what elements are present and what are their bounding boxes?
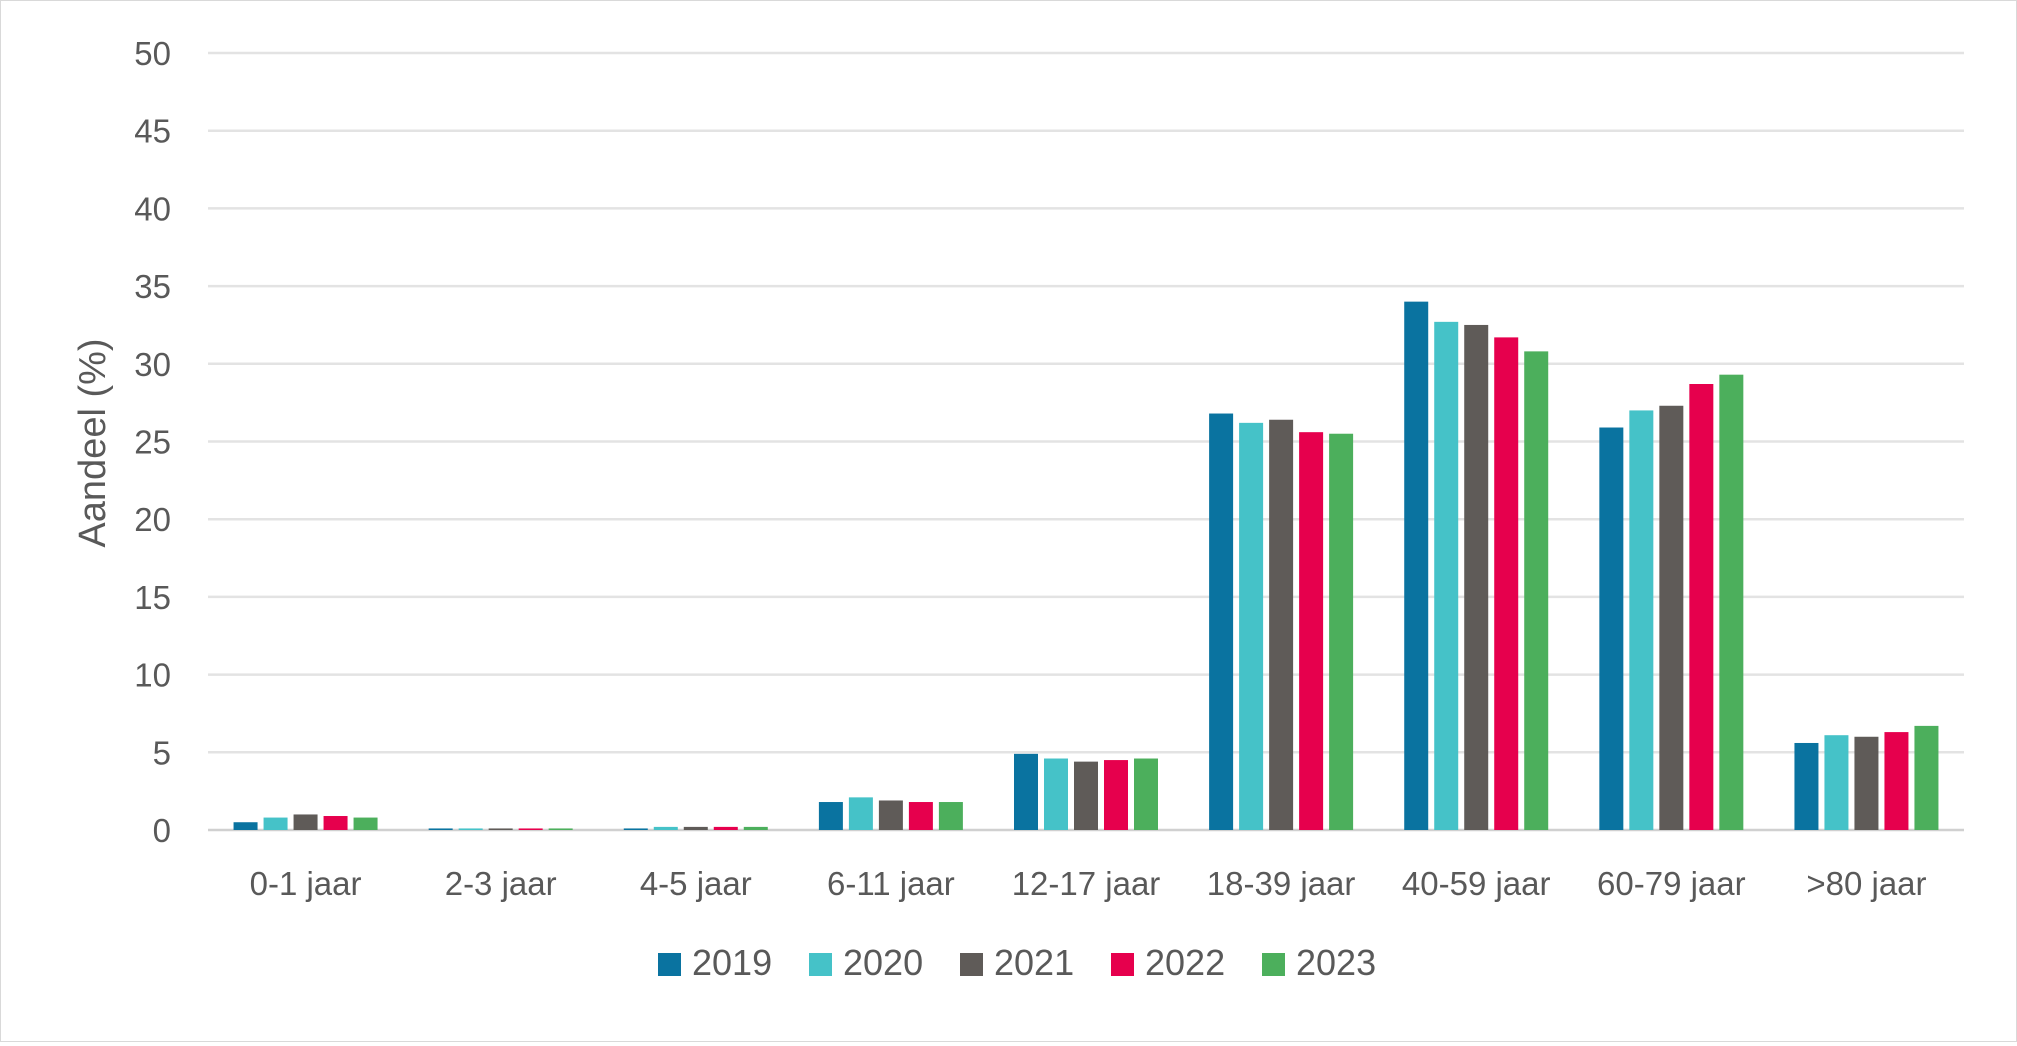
bar-2020-2 xyxy=(653,826,678,830)
bar-2019-3 xyxy=(818,802,843,830)
bar-2019-0 xyxy=(233,822,258,830)
bar-2023-5 xyxy=(1329,433,1354,830)
bar-2021-1 xyxy=(488,828,513,830)
bars xyxy=(233,301,1939,830)
bar-2019-4 xyxy=(1014,753,1038,830)
x-tick-label: 60-79 jaar xyxy=(1597,865,1746,902)
y-tick-label: 15 xyxy=(134,579,171,616)
bar-2020-0 xyxy=(263,817,288,830)
y-tick-label: 20 xyxy=(134,501,171,538)
bar-2021-3 xyxy=(878,800,903,830)
x-tick-label: 18-39 jaar xyxy=(1207,865,1356,902)
y-tick-label: 30 xyxy=(134,346,171,383)
bar-2023-7 xyxy=(1719,374,1744,830)
legend-label: 2019 xyxy=(692,942,772,983)
x-tick-label: 40-59 jaar xyxy=(1402,865,1551,902)
bar-2019-1 xyxy=(428,828,453,830)
x-axis-ticks: 0-1 jaar 2-3 jaar 4-5 jaar 6-11 jaar 12-17 j… xyxy=(250,865,1927,902)
gridlines xyxy=(208,51,1964,832)
legend-swatch xyxy=(809,953,832,976)
bar-2023-0 xyxy=(353,817,378,830)
bar-2020-8 xyxy=(1824,735,1849,830)
x-tick-label: 12-17 jaar xyxy=(1012,865,1161,902)
bar-2019-6 xyxy=(1404,301,1429,830)
y-tick-label: 25 xyxy=(134,424,171,461)
y-tick-label: 35 xyxy=(134,268,171,305)
bar-2022-4 xyxy=(1104,760,1128,830)
bar-2020-5 xyxy=(1239,422,1264,830)
bar-2022-0 xyxy=(323,816,348,830)
bar-2020-4 xyxy=(1044,758,1068,830)
bar-2022-2 xyxy=(713,826,738,830)
legend-swatch xyxy=(960,953,983,976)
legend-label: 2021 xyxy=(994,942,1074,983)
x-tick-label: 0-1 jaar xyxy=(250,865,362,902)
bar-2021-6 xyxy=(1464,324,1489,830)
legend-swatch xyxy=(1111,953,1134,976)
bar-2020-3 xyxy=(848,797,873,830)
y-tick-label: 10 xyxy=(134,657,171,694)
bar-2019-7 xyxy=(1599,427,1624,830)
bar-2021-4 xyxy=(1074,761,1098,830)
bar-2023-6 xyxy=(1524,351,1549,830)
bar-2022-8 xyxy=(1884,732,1909,830)
bar-2021-7 xyxy=(1659,405,1684,830)
bar-2022-1 xyxy=(518,828,543,830)
x-tick-label: 6-11 jaar xyxy=(827,865,955,902)
bar-2022-6 xyxy=(1494,337,1519,830)
bar-2020-1 xyxy=(458,828,483,830)
legend-swatch xyxy=(1262,953,1285,976)
bar-2022-5 xyxy=(1299,432,1324,830)
y-tick-label: 40 xyxy=(134,190,171,227)
bar-2023-1 xyxy=(548,828,573,830)
y-tick-label: 45 xyxy=(134,113,171,150)
x-tick-label: 4-5 jaar xyxy=(640,865,752,902)
legend-label: 2022 xyxy=(1145,942,1225,983)
y-axis-ticks: 0 5 10 15 20 25 30 35 40 45 50 xyxy=(134,35,171,849)
bar-2019-5 xyxy=(1209,413,1234,830)
y-tick-label: 0 xyxy=(153,812,171,849)
y-tick-label: 50 xyxy=(134,35,171,72)
bar-2019-8 xyxy=(1794,742,1819,830)
x-tick-label: >80 jaar xyxy=(1806,865,1926,902)
legend-swatch xyxy=(658,953,681,976)
bar-2022-3 xyxy=(908,802,933,830)
y-tick-label: 5 xyxy=(153,734,171,771)
bar-2021-5 xyxy=(1269,419,1294,830)
bar-2023-2 xyxy=(743,826,768,830)
bar-2022-7 xyxy=(1689,384,1714,830)
legend-label: 2023 xyxy=(1296,942,1376,983)
legend: 2019 2020 2021 2022 2023 xyxy=(658,942,1376,983)
x-tick-label: 2-3 jaar xyxy=(445,865,557,902)
legend-label: 2020 xyxy=(843,942,923,983)
bar-2023-3 xyxy=(938,802,963,830)
bar-2020-7 xyxy=(1629,410,1654,830)
bar-2021-0 xyxy=(293,814,318,830)
bar-2020-6 xyxy=(1434,321,1459,830)
bar-2019-2 xyxy=(623,828,648,830)
bar-2023-8 xyxy=(1914,725,1939,830)
bar-2023-4 xyxy=(1134,758,1158,830)
bar-2021-8 xyxy=(1854,736,1879,830)
y-axis-title: Aandeel (%) xyxy=(72,338,114,547)
bar-2021-2 xyxy=(683,826,708,830)
